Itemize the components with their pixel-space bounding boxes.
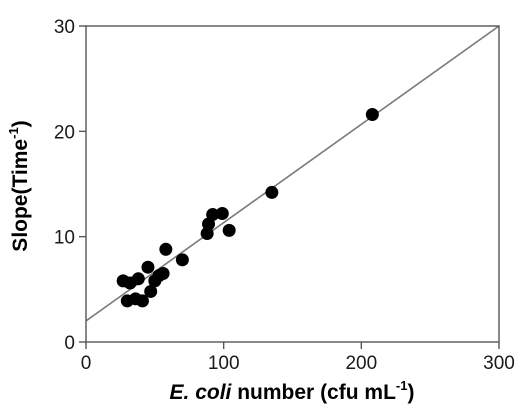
data-point — [365, 107, 379, 121]
y-axis-label-main: Slope(Time — [9, 139, 32, 252]
plot-frame — [85, 25, 500, 343]
x-axis-label-end: ) — [407, 381, 414, 404]
data-point — [131, 272, 145, 286]
data-point — [175, 253, 189, 267]
data-point — [144, 284, 158, 298]
data-point — [141, 260, 155, 274]
y-tick-label: 0 — [64, 333, 75, 354]
x-axis-label-sup: -1 — [396, 378, 408, 393]
data-point — [200, 227, 214, 241]
y-axis-label-end: ) — [9, 120, 32, 127]
y-axis-label-sup: -1 — [6, 127, 21, 139]
x-axis-label-italic: E. coli — [170, 381, 233, 404]
data-point — [265, 185, 279, 199]
data-point — [159, 242, 173, 256]
y-tick-label: 20 — [54, 122, 75, 143]
y-axis-label: Slope(Time-1) — [6, 120, 32, 251]
data-point — [135, 294, 149, 308]
data-point — [215, 206, 229, 220]
data-point — [222, 223, 236, 237]
x-tick-label: 200 — [345, 353, 377, 374]
x-tick-label: 0 — [81, 353, 92, 374]
x-tick-label: 100 — [208, 353, 240, 374]
fit-line-layer — [85, 25, 500, 322]
data-points-layer — [116, 107, 379, 308]
x-axis-label-main: number (cfu mL — [231, 381, 396, 404]
data-point — [156, 267, 170, 281]
axis-ticks-layer: 0 100 200 300 0 10 20 30 — [54, 17, 515, 374]
y-tick-label: 10 — [54, 228, 75, 249]
data-point — [206, 208, 220, 222]
y-tick-label: 30 — [54, 17, 75, 38]
fit-line — [85, 25, 500, 322]
x-axis-label: E. coli number (cfu mL-1) — [170, 378, 415, 404]
x-tick-label: 300 — [483, 353, 515, 374]
